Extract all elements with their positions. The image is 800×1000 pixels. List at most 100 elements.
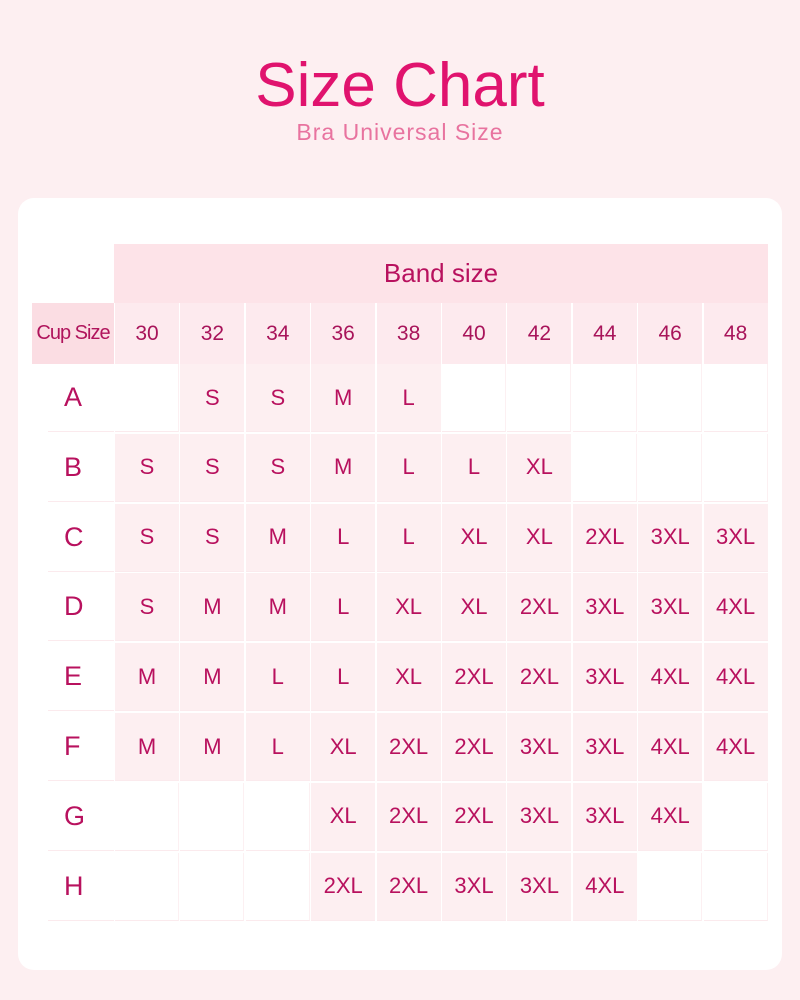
table-cell: [572, 433, 637, 502]
table-cell: S: [245, 433, 310, 502]
table-cell: XL: [507, 503, 572, 572]
table-cell: [180, 852, 245, 921]
table-cell: [572, 364, 637, 432]
table-cell: L: [442, 433, 506, 502]
table-cell: S: [115, 573, 179, 642]
table-cell: S: [180, 433, 245, 502]
table-cell: 3XL: [507, 852, 572, 921]
band-size-header: Band size: [114, 244, 768, 303]
table-cell: M: [245, 573, 310, 642]
table-cell: L: [311, 573, 376, 642]
table-cell: [638, 433, 703, 502]
table-cell: S: [245, 364, 310, 432]
table-cell: 3XL: [572, 713, 637, 781]
table-cell: 3XL: [442, 852, 506, 921]
table-cell: 2XL: [442, 782, 506, 851]
table-cell: 4XL: [703, 643, 768, 712]
table-cell: 3XL: [572, 573, 637, 642]
table-cell: 3XL: [572, 643, 637, 712]
cup-label-H: H: [48, 853, 114, 921]
table-cell: S: [115, 503, 179, 572]
band-size-34: 34: [245, 303, 310, 364]
band-size-40: 40: [442, 303, 506, 364]
table-cell: M: [180, 713, 245, 781]
table-cell: 3XL: [638, 573, 703, 642]
table-cell: XL: [442, 503, 506, 572]
table-cell: M: [115, 643, 179, 712]
table-cell: S: [180, 364, 245, 432]
table-cell: 3XL: [572, 782, 637, 851]
table-cell: XL: [376, 643, 441, 712]
table-cell: L: [376, 364, 441, 432]
table-cell: 2XL: [442, 643, 506, 712]
table-cell: 4XL: [638, 643, 703, 712]
table-cell: 4XL: [703, 713, 768, 781]
band-size-46: 46: [638, 303, 703, 364]
table-cell: 2XL: [507, 573, 572, 642]
table-cell: [180, 782, 245, 851]
table-cell: [115, 782, 179, 851]
table-cell: [245, 782, 310, 851]
table-cell: 4XL: [703, 573, 768, 642]
band-size-30: 30: [115, 303, 179, 364]
table-cell: 2XL: [376, 782, 441, 851]
table-cell: 2XL: [311, 852, 376, 921]
cup-label-B: B: [48, 434, 114, 502]
band-size-32: 32: [180, 303, 245, 364]
band-size-48: 48: [703, 303, 768, 364]
cup-size-header: Cup Size: [32, 303, 114, 364]
table-cell: M: [311, 433, 376, 502]
table-cell: [115, 852, 179, 921]
table-cell: L: [245, 713, 310, 781]
table-cell: 3XL: [638, 503, 703, 572]
table-cell: 2XL: [376, 713, 441, 781]
cup-label-F: F: [48, 713, 114, 781]
table-cell: [703, 364, 768, 432]
table-cell: 2XL: [376, 852, 441, 921]
table-cell: 4XL: [638, 782, 703, 851]
table-cell: 3XL: [703, 503, 768, 572]
table-cell: XL: [311, 713, 376, 781]
table-cell: M: [180, 573, 245, 642]
table-cell: M: [245, 503, 310, 572]
table-cell: L: [376, 433, 441, 502]
cup-label-C: C: [48, 504, 114, 572]
table-cell: S: [180, 503, 245, 572]
cup-label-D: D: [48, 573, 114, 642]
table-cell: L: [376, 503, 441, 572]
table-cell: L: [245, 643, 310, 712]
table-cell: XL: [311, 782, 376, 851]
table-cell: 3XL: [507, 782, 572, 851]
table-cell: 2XL: [507, 643, 572, 712]
table-cell: S: [115, 433, 179, 502]
table-cell: XL: [507, 433, 572, 502]
table-cell: [703, 433, 768, 502]
table-cell: [638, 364, 703, 432]
table-cell: [245, 852, 310, 921]
table-cell: 3XL: [507, 713, 572, 781]
band-size-42: 42: [507, 303, 572, 364]
page-subtitle: Bra Universal Size: [296, 119, 504, 145]
table-cell: 4XL: [638, 713, 703, 781]
table-cell: M: [180, 643, 245, 712]
table-cell: XL: [442, 573, 506, 642]
band-size-44: 44: [572, 303, 637, 364]
table-cell: L: [311, 643, 376, 712]
table-cell: [442, 364, 506, 432]
table-cell: XL: [376, 573, 441, 642]
cup-label-A: A: [48, 364, 114, 432]
table-cell: L: [311, 503, 376, 572]
table-cell: 2XL: [572, 503, 637, 572]
table-cell: [703, 782, 768, 851]
table-cell: [507, 364, 572, 432]
page-title: Size Chart: [255, 51, 545, 120]
table-cell: [638, 852, 703, 921]
band-size-38: 38: [376, 303, 441, 364]
band-size-36: 36: [311, 303, 376, 364]
table-cell: 4XL: [572, 852, 637, 921]
cup-label-E: E: [48, 643, 114, 712]
table-cell: M: [311, 364, 376, 432]
table-cell: [115, 364, 179, 432]
cup-label-G: G: [48, 783, 114, 851]
table-cell: 2XL: [442, 713, 506, 781]
